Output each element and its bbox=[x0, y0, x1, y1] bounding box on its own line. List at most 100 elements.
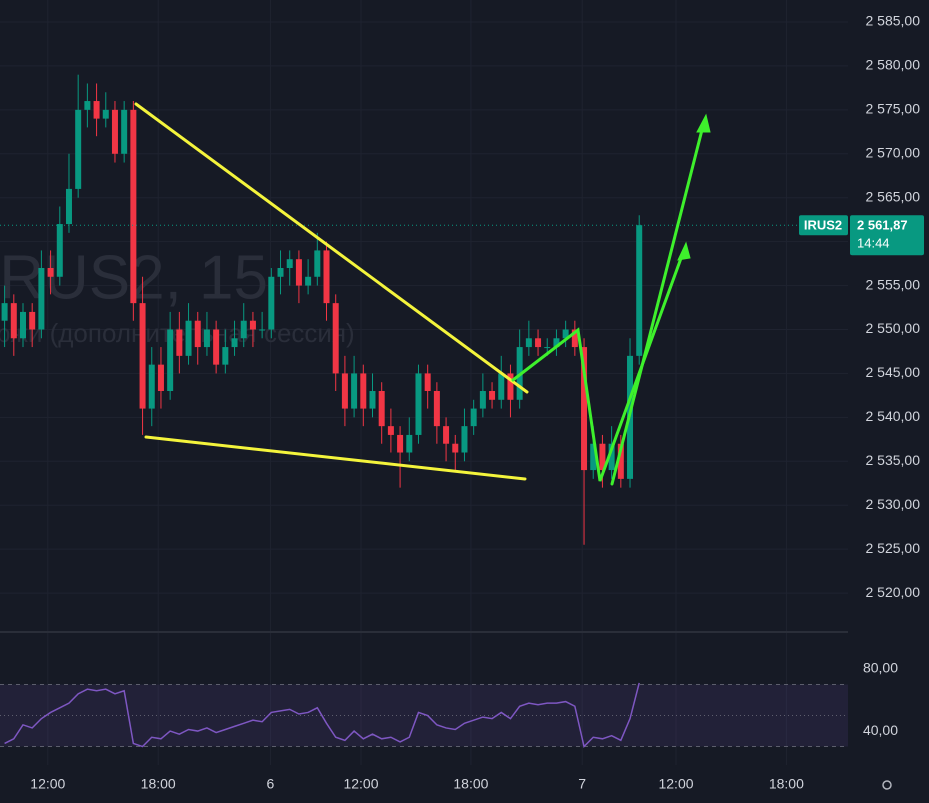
candle-body bbox=[507, 373, 514, 400]
y-tick-label: 2 545,00 bbox=[866, 364, 921, 380]
axes: 2 520,00 2 525,00 2 530,00 2 535,00 2 540,00… bbox=[30, 13, 924, 792]
candle-body bbox=[406, 434, 413, 453]
trend-line bbox=[144, 435, 527, 481]
trend-line bbox=[134, 102, 529, 394]
candle-body bbox=[222, 347, 229, 365]
candle-body bbox=[424, 373, 431, 392]
x-tick-label: 18:00 bbox=[141, 776, 176, 792]
y-tick-label: 2 555,00 bbox=[866, 276, 921, 292]
forecast-path bbox=[610, 120, 706, 486]
candle-body bbox=[461, 426, 468, 453]
candle-body bbox=[544, 347, 551, 349]
candle-body bbox=[65, 188, 72, 225]
y-tick-label: 2 530,00 bbox=[866, 496, 921, 512]
candle-body bbox=[571, 329, 578, 348]
candle-body bbox=[240, 320, 247, 339]
candle-body bbox=[295, 259, 302, 286]
candle-body bbox=[341, 373, 348, 409]
candle-body bbox=[599, 443, 606, 471]
candle-body bbox=[489, 391, 496, 400]
candle-body bbox=[636, 225, 643, 356]
price-label: 2 561,87 bbox=[857, 218, 908, 233]
x-tick-label: 12:00 bbox=[658, 776, 693, 792]
candle-body bbox=[581, 347, 588, 471]
candle-body bbox=[617, 443, 624, 479]
y-tick-label: 2 535,00 bbox=[866, 452, 921, 468]
candle-body bbox=[332, 303, 339, 374]
y-tick-label: 2 585,00 bbox=[866, 13, 921, 29]
candle-body bbox=[470, 408, 477, 427]
y-tick-label: 2 565,00 bbox=[866, 188, 921, 204]
candle-body bbox=[277, 267, 284, 277]
candle-body bbox=[121, 109, 128, 154]
candle-body bbox=[213, 329, 220, 365]
candle-body bbox=[93, 101, 100, 119]
candle-body bbox=[351, 373, 358, 409]
x-tick-label: 12:00 bbox=[343, 776, 378, 792]
drawings bbox=[134, 102, 711, 486]
candle-body bbox=[268, 276, 275, 330]
candle-body bbox=[1, 303, 8, 321]
arrow-head bbox=[677, 241, 691, 261]
candle-body bbox=[525, 338, 532, 348]
candle-body bbox=[176, 329, 183, 356]
candle-body bbox=[562, 329, 569, 339]
rsi-tick-label: 40,00 bbox=[863, 722, 898, 738]
candle-body bbox=[553, 338, 560, 348]
candle-body bbox=[479, 391, 486, 409]
y-tick-label: 2 575,00 bbox=[866, 101, 921, 117]
candle-body bbox=[203, 329, 210, 348]
candle-body bbox=[498, 373, 505, 400]
candle-body bbox=[443, 426, 450, 444]
settings-icon[interactable] bbox=[882, 780, 892, 790]
candle-body bbox=[286, 259, 293, 268]
candle-body bbox=[194, 320, 201, 348]
candle-body bbox=[369, 391, 376, 409]
time-label: 14:44 bbox=[857, 236, 890, 251]
y-tick-label: 2 540,00 bbox=[866, 408, 921, 424]
x-tick-label: 18:00 bbox=[453, 776, 488, 792]
candle-body bbox=[387, 426, 394, 435]
candle-body bbox=[47, 267, 54, 277]
x-tick-label: 7 bbox=[578, 776, 586, 792]
candle-body bbox=[535, 338, 542, 348]
candle-body bbox=[360, 373, 367, 409]
candle-body bbox=[19, 311, 26, 339]
candle-body bbox=[378, 391, 385, 427]
candle-body bbox=[167, 329, 174, 392]
candle-body bbox=[139, 303, 146, 409]
candle-body bbox=[397, 434, 404, 453]
candle-body bbox=[10, 303, 17, 339]
candle-body bbox=[259, 329, 266, 331]
candle-body bbox=[29, 311, 36, 330]
candle-body bbox=[314, 250, 321, 277]
candle-body bbox=[157, 364, 164, 392]
y-tick-label: 2 570,00 bbox=[866, 144, 921, 160]
candle-body bbox=[249, 320, 256, 330]
symbol-label: IRUS2 bbox=[804, 218, 842, 233]
candle-body bbox=[590, 443, 597, 471]
x-tick-label: 12:00 bbox=[30, 776, 65, 792]
candle-body bbox=[231, 338, 238, 348]
y-tick-label: 2 520,00 bbox=[866, 584, 921, 600]
x-tick-label: 6 bbox=[267, 776, 275, 792]
candle-body bbox=[75, 109, 82, 189]
price-axis bbox=[848, 0, 929, 803]
y-tick-label: 2 525,00 bbox=[866, 540, 921, 556]
x-tick-label: 18:00 bbox=[769, 776, 804, 792]
candle-body bbox=[130, 109, 137, 304]
rsi-line bbox=[4, 682, 640, 749]
y-tick-label: 2 580,00 bbox=[866, 57, 921, 73]
candle-body bbox=[56, 224, 63, 277]
rsi-tick-label: 80,00 bbox=[863, 660, 898, 676]
symbol-badge bbox=[799, 215, 848, 236]
candle-body bbox=[111, 109, 118, 154]
y-tick-label: 2 550,00 bbox=[866, 320, 921, 336]
price-badge bbox=[850, 215, 924, 256]
candle-body bbox=[452, 443, 459, 453]
candle-body bbox=[38, 267, 45, 330]
candle-body bbox=[185, 320, 192, 356]
candle-body bbox=[415, 373, 422, 435]
